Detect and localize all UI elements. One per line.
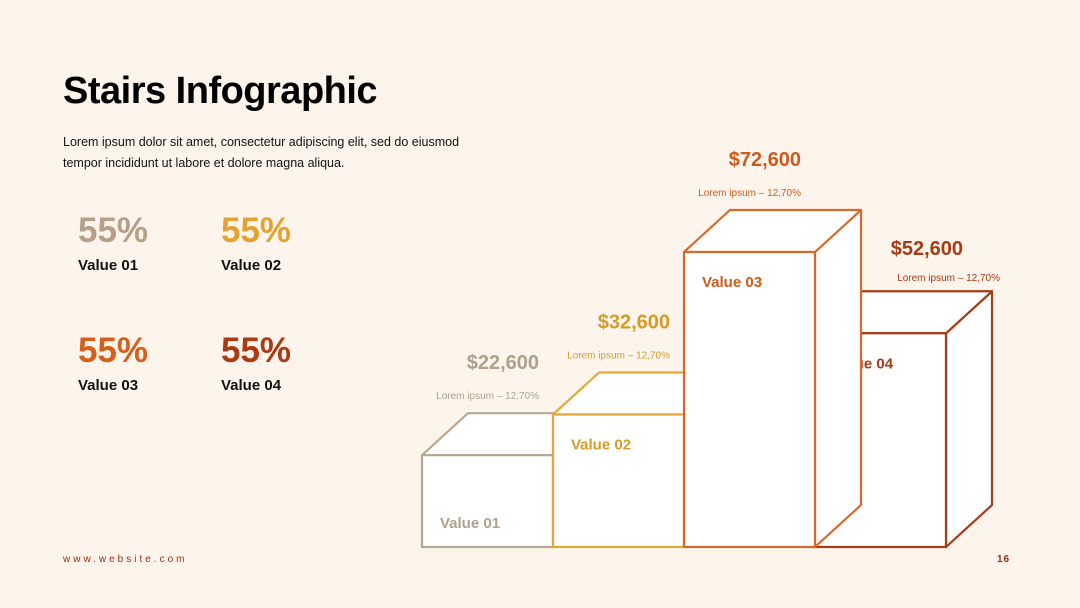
stat-value-02: 55% Value 02 (221, 211, 341, 274)
stair-amount: $32,600 (598, 312, 670, 334)
stair-side-face (813, 208, 863, 549)
stair-label: Value 02 (571, 437, 631, 454)
stair-note: Lorem ipsum – 12,70% (436, 391, 539, 402)
stair-block: Value 03 (682, 208, 863, 549)
page-title: Stairs Infographic (63, 70, 378, 112)
stat-label: Value 04 (221, 377, 282, 394)
page-subtitle: Lorem ipsum dolor sit amet, consectetur … (63, 135, 460, 170)
stair-front-face (420, 454, 555, 549)
stair-note: Lorem ipsum – 12,70% (567, 351, 670, 362)
page-number: 16 (997, 554, 1011, 565)
stat-value-03: 55% Value 03 (78, 331, 198, 394)
stat-percent: 55% (78, 211, 149, 250)
stat-value-04: 55% Value 04 (221, 331, 341, 394)
stair-side-face (944, 290, 994, 549)
stair-label: Value 01 (440, 515, 500, 532)
stair-front-face (682, 250, 817, 549)
stat-percent: 55% (221, 331, 292, 370)
stat-percent: 55% (78, 331, 149, 370)
stair-label: Value 03 (702, 274, 762, 291)
stair-amount: $72,600 (729, 149, 801, 171)
footer-website[interactable]: www.website.com (63, 554, 188, 565)
stair-amount: $52,600 (891, 238, 963, 260)
stair-note: Lorem ipsum – 12,70% (698, 188, 801, 199)
stair-amount: $22,600 (467, 352, 539, 374)
stat-label: Value 02 (221, 257, 282, 274)
stair-front-face (551, 413, 686, 549)
stat-label: Value 01 (78, 257, 139, 274)
stair-note: Lorem ipsum – 12,70% (897, 273, 1000, 284)
stat-label: Value 03 (78, 377, 139, 394)
stat-value-01: 55% Value 01 (78, 211, 198, 274)
stat-percent: 55% (221, 211, 292, 250)
